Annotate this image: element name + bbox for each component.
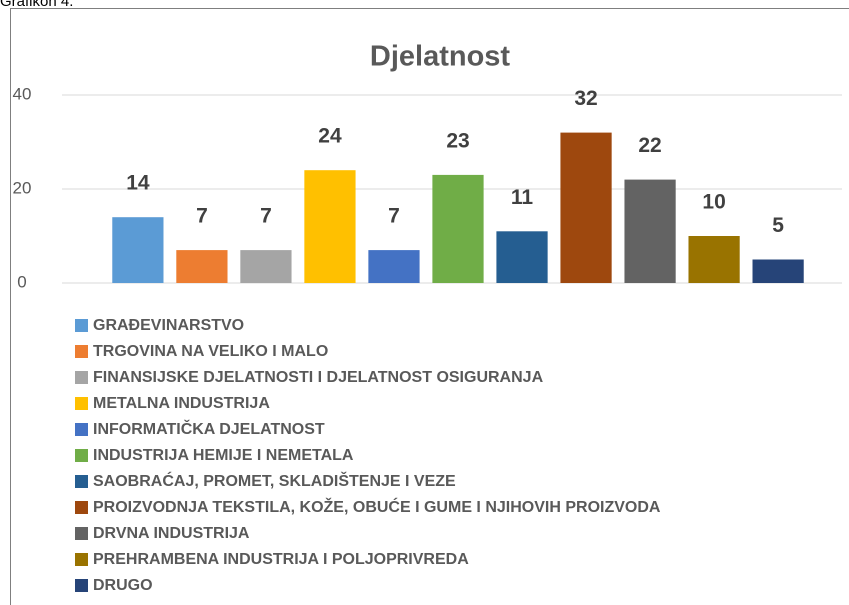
- legend-label: PREHRAMBENA INDUSTRIJA I POLJOPRIVREDA: [93, 551, 469, 568]
- bar: [624, 179, 676, 283]
- legend-label: GRAĐEVINARSTVO: [93, 317, 244, 334]
- legend-swatch: [75, 319, 88, 332]
- bar: [112, 217, 164, 283]
- legend-label: DRUGO: [93, 577, 153, 594]
- value-label: 5: [772, 214, 784, 237]
- legend-swatch: [75, 579, 88, 592]
- legend-label: DRVNA INDUSTRIJA: [93, 525, 250, 542]
- value-label: 32: [574, 87, 597, 110]
- legend-swatch: [75, 449, 88, 462]
- value-label: 23: [446, 129, 469, 152]
- bar: [304, 170, 356, 283]
- legend-label: FINANSIJSKE DJELATNOSTI I DJELATNOST OSI…: [93, 369, 544, 386]
- value-label: 11: [511, 186, 534, 209]
- value-label: 14: [126, 172, 150, 195]
- legend-swatch: [75, 475, 88, 488]
- legend-label: INDUSTRIJA HEMIJE I NEMETALA: [93, 447, 354, 464]
- value-label: 7: [388, 205, 400, 228]
- bar: [560, 132, 612, 283]
- value-label: 22: [638, 134, 661, 157]
- bar: [688, 236, 740, 283]
- value-label: 7: [260, 205, 272, 228]
- value-label: 24: [318, 125, 342, 148]
- legend-label: SAOBRAĆAJ, PROMET, SKLADIŠTENJE I VEZE: [93, 471, 456, 490]
- legend-swatch: [75, 553, 88, 566]
- legend-label: INFORMATIČKA DJELATNOST: [93, 419, 325, 438]
- legend-swatch: [75, 527, 88, 540]
- y-tick-label: 40: [13, 84, 32, 103]
- legend-swatch: [75, 371, 88, 384]
- legend-label: METALNA INDUSTRIJA: [93, 395, 270, 412]
- legend-swatch: [75, 397, 88, 410]
- legend-swatch: [75, 423, 88, 436]
- bar: [432, 174, 484, 283]
- bar: [752, 259, 804, 283]
- legend-label: TRGOVINA NA VELIKO I MALO: [93, 343, 328, 360]
- caption: Grafikon 4.: [0, 0, 73, 10]
- bar: [176, 250, 228, 283]
- legend-label: PROIZVODNJA TEKSTILA, KOŽE, OBUĆE I GUME…: [93, 497, 661, 516]
- value-label: 10: [702, 191, 725, 214]
- y-tick-label: 0: [17, 272, 26, 291]
- legend-swatch: [75, 501, 88, 514]
- bar: [240, 250, 292, 283]
- bar: [496, 231, 548, 283]
- y-tick-label: 20: [13, 178, 32, 197]
- chart-frame: [10, 8, 849, 605]
- value-label: 7: [196, 205, 208, 228]
- chart-title: Djelatnost: [370, 41, 511, 73]
- legend-swatch: [75, 345, 88, 358]
- bar: [368, 250, 420, 283]
